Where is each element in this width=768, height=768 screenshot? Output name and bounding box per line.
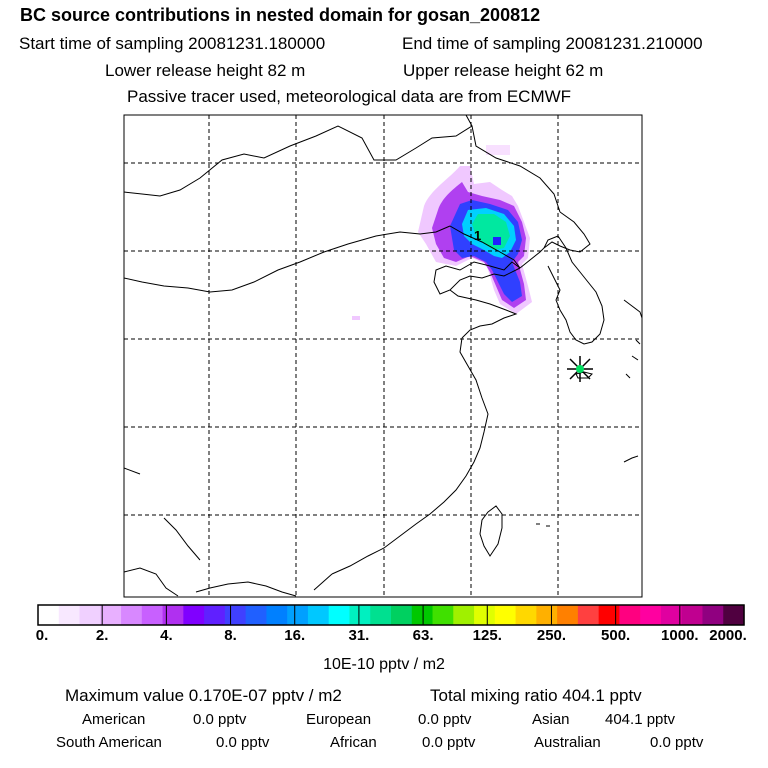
region-european-value: 0.0 pptv xyxy=(418,711,472,728)
colorbar-swatches xyxy=(38,605,745,625)
china-mongolia-border xyxy=(123,114,473,197)
colorbar-swatch xyxy=(204,605,226,625)
colorbar-swatch xyxy=(557,605,579,625)
colorbar-tick-label: 4. xyxy=(160,627,173,644)
maximum-value: Maximum value 0.170E-07 pptv / m2 xyxy=(65,686,342,705)
colorbar-swatch xyxy=(328,605,351,625)
south-china-coast xyxy=(123,567,333,597)
colorbar-swatch xyxy=(349,605,371,625)
colorbar-swatch xyxy=(660,605,683,625)
region-asian-name: Asian xyxy=(532,711,570,728)
colorbar-swatch xyxy=(723,605,745,625)
colorbar-swatch xyxy=(224,605,247,625)
colorbar-tick-label: 2. xyxy=(95,627,109,644)
end-time-label: End time of sampling 20081231.210000 xyxy=(402,34,703,53)
korea-peninsula xyxy=(547,235,605,345)
colorbar-tick-label: 2000. xyxy=(709,627,747,644)
region-south-american-value: 0.0 pptv xyxy=(216,734,270,751)
inner-border xyxy=(123,467,201,561)
inner-border xyxy=(123,225,451,293)
colorbar-tick-label: 500. xyxy=(601,627,631,644)
colorbar-swatch xyxy=(370,605,392,625)
russia-border xyxy=(471,125,561,213)
colorbar-swatch xyxy=(162,605,184,625)
colorbar-swatch xyxy=(183,605,205,625)
colorbar-swatch xyxy=(411,605,434,625)
region-australian-value: 0.0 pptv xyxy=(650,734,704,751)
liaodong-coast xyxy=(519,235,559,269)
colorbar-swatch xyxy=(453,605,475,625)
japan-coast xyxy=(623,299,643,319)
plot-title: BC source contributions in nested domain… xyxy=(20,5,541,25)
colorbar-swatch xyxy=(515,605,537,625)
small-islands xyxy=(536,523,550,527)
colorbar-tick-label: 16. xyxy=(284,627,306,644)
shandong-coast xyxy=(449,289,518,339)
colorbar-frame xyxy=(37,604,745,626)
asterisk-star-icon xyxy=(567,356,593,382)
region-asian-value: 404.1 pptv xyxy=(605,711,676,728)
plume-peak-cell xyxy=(493,237,501,245)
colorbar-swatch xyxy=(391,605,413,625)
colorbar-swatch xyxy=(681,605,704,625)
region-south-american-name: South American xyxy=(56,734,162,751)
colorbar-swatch xyxy=(100,605,122,625)
plume-speck xyxy=(352,316,360,320)
region-american-name: American xyxy=(82,711,146,728)
colorbar-swatch xyxy=(79,605,101,625)
colorbar-swatch xyxy=(266,605,288,625)
plume-speck xyxy=(486,145,510,155)
region-african-value: 0.0 pptv xyxy=(422,734,476,751)
colorbar-tick-label: 250. xyxy=(536,627,567,644)
colorbar xyxy=(37,604,745,626)
colorbar-units: 10E-10 pptv / m2 xyxy=(323,656,445,673)
taiwan-island xyxy=(479,505,503,557)
tracer-note: Passive tracer used, meteorological data… xyxy=(127,87,572,106)
colorbar-tick-label: 31. xyxy=(348,627,370,644)
upper-release-height: Upper release height 62 m xyxy=(403,61,604,80)
colorbar-swatch xyxy=(619,605,641,625)
colorbar-tick-marks xyxy=(37,605,745,625)
region-australian-name: Australian xyxy=(534,734,601,751)
colorbar-tick-label: 8. xyxy=(224,627,237,644)
colorbar-swatch xyxy=(287,605,309,625)
colorbar-swatch xyxy=(474,605,496,625)
release-location-label: 1 xyxy=(474,228,481,243)
colorbar-swatch xyxy=(640,605,662,625)
start-time-label: Start time of sampling 20081231.180000 xyxy=(19,34,326,53)
colorbar-swatch xyxy=(577,605,600,625)
colorbar-swatch xyxy=(536,605,558,625)
region-american-value: 0.0 pptv xyxy=(193,711,247,728)
colorbar-tick-label: 0. xyxy=(35,627,49,644)
colorbar-swatch xyxy=(121,605,143,625)
source-contribution-map: 1 xyxy=(123,114,643,598)
colorbar-swatch xyxy=(58,605,81,625)
inner-border xyxy=(449,225,521,269)
map-gridlines xyxy=(124,115,642,597)
colorbar-tick-label: 1000. xyxy=(661,627,699,644)
bohai-coast xyxy=(433,261,521,295)
colorbar-swatch xyxy=(38,605,60,625)
colorbar-tick-label: 63. xyxy=(412,627,434,644)
colorbar-swatch xyxy=(245,605,268,625)
colorbar-swatch xyxy=(307,605,330,625)
total-mixing-ratio: Total mixing ratio 404.1 pptv xyxy=(430,686,642,705)
colorbar-swatch xyxy=(494,605,517,625)
region-african-name: African xyxy=(330,734,377,751)
colorbar-swatch xyxy=(702,605,724,625)
map-frame xyxy=(123,114,643,598)
lower-release-height: Lower release height 82 m xyxy=(105,61,306,80)
east-china-coast xyxy=(331,337,489,575)
korea-north-border xyxy=(543,211,591,253)
kyushu-islands xyxy=(625,339,641,379)
ryukyu-islands xyxy=(623,455,639,463)
colorbar-tick-label: 125. xyxy=(472,627,502,644)
colorbar-swatch xyxy=(598,605,621,625)
colorbar-swatch xyxy=(432,605,454,625)
colorbar-swatch xyxy=(141,605,164,625)
region-european-name: European xyxy=(306,711,372,728)
